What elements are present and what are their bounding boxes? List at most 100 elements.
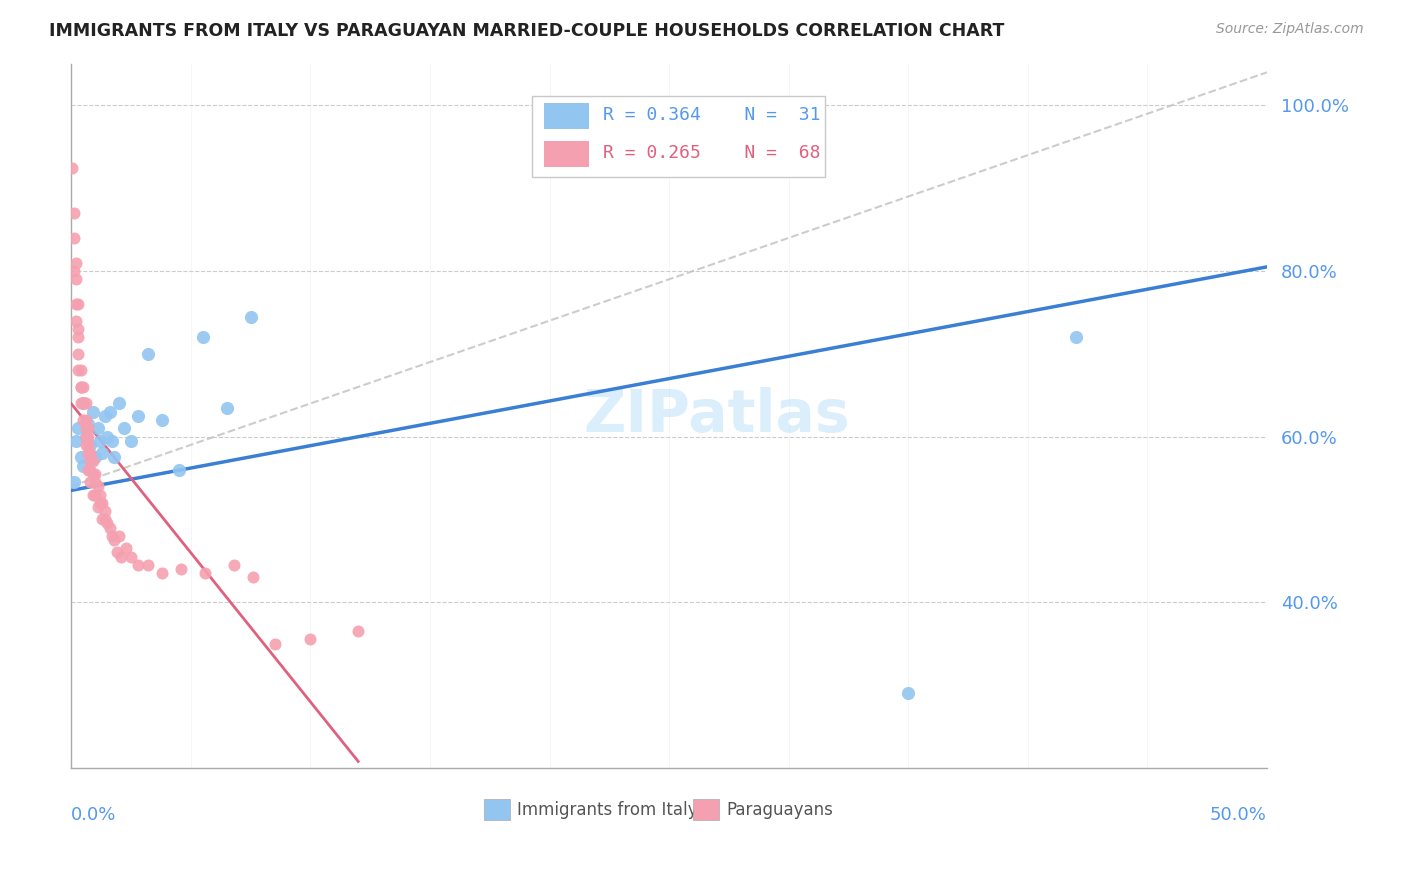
Point — [84, 487, 107, 501]
Point — [72, 396, 94, 410]
Point — [77, 421, 100, 435]
Point — [69, 380, 91, 394]
Text: R = 0.364    N =  31: R = 0.364 N = 31 — [603, 106, 821, 124]
FancyBboxPatch shape — [531, 95, 824, 177]
Bar — [484, 799, 510, 821]
Point — [150, 566, 173, 581]
Point — [72, 396, 94, 410]
Point — [112, 421, 135, 435]
Point — [89, 434, 111, 448]
Point — [84, 450, 107, 465]
Point — [77, 463, 100, 477]
Point — [65, 314, 87, 328]
Point — [72, 380, 94, 394]
Point — [62, 161, 84, 175]
Point — [103, 533, 125, 547]
Point — [98, 521, 121, 535]
Point — [79, 463, 101, 477]
Point — [77, 446, 100, 460]
Point — [72, 413, 94, 427]
Point — [108, 529, 131, 543]
Bar — [693, 799, 720, 821]
Point — [77, 429, 100, 443]
Point — [93, 504, 115, 518]
Bar — [544, 103, 589, 129]
Point — [89, 487, 111, 501]
Point — [170, 562, 193, 576]
Point — [69, 380, 91, 394]
Point — [62, 264, 84, 278]
Point — [108, 396, 131, 410]
Point — [110, 549, 132, 564]
Point — [86, 421, 108, 435]
Point — [194, 566, 217, 581]
Point — [75, 396, 97, 410]
Point — [103, 450, 125, 465]
Point — [62, 475, 84, 489]
Point — [101, 434, 124, 448]
Point — [67, 297, 90, 311]
Point — [79, 475, 101, 489]
Point — [62, 231, 84, 245]
Point — [127, 409, 149, 423]
Point — [67, 347, 90, 361]
Text: ZIPatlas: ZIPatlas — [583, 387, 851, 444]
Point — [239, 310, 262, 324]
Bar — [544, 141, 589, 168]
Point — [120, 549, 142, 564]
Point — [79, 454, 101, 468]
Text: 0.0%: 0.0% — [72, 806, 117, 824]
Point — [77, 417, 100, 432]
Point — [77, 438, 100, 452]
Point — [72, 396, 94, 410]
Point — [69, 396, 91, 410]
Point — [222, 558, 245, 572]
Point — [67, 322, 90, 336]
Point — [65, 256, 87, 270]
Point — [82, 405, 104, 419]
Point — [96, 429, 118, 443]
Point — [75, 421, 97, 435]
Point — [86, 479, 108, 493]
Point — [72, 458, 94, 473]
Point — [65, 297, 87, 311]
Text: R = 0.265    N =  68: R = 0.265 N = 68 — [603, 145, 821, 162]
Text: Paraguayans: Paraguayans — [727, 801, 834, 819]
Point — [242, 570, 264, 584]
Point — [347, 624, 370, 639]
Point — [79, 438, 101, 452]
Point — [69, 450, 91, 465]
Point — [67, 330, 90, 344]
Point — [86, 500, 108, 514]
Point — [62, 206, 84, 220]
Text: Immigrants from Italy: Immigrants from Italy — [517, 801, 697, 819]
Point — [1064, 330, 1087, 344]
Point — [91, 446, 114, 460]
Point — [91, 496, 114, 510]
Point — [82, 454, 104, 468]
Point — [75, 413, 97, 427]
Point — [93, 512, 115, 526]
Point — [84, 467, 107, 481]
Point — [115, 541, 138, 556]
Point — [127, 558, 149, 572]
Point — [75, 438, 97, 452]
Point — [263, 636, 285, 650]
Point — [150, 413, 173, 427]
Text: Source: ZipAtlas.com: Source: ZipAtlas.com — [1216, 22, 1364, 37]
Point — [91, 512, 114, 526]
Point — [136, 558, 159, 572]
Point — [98, 405, 121, 419]
Point — [299, 632, 322, 647]
Point — [65, 434, 87, 448]
Point — [69, 363, 91, 377]
Point — [75, 429, 97, 443]
Point — [67, 421, 90, 435]
Point — [65, 272, 87, 286]
Point — [191, 330, 214, 344]
Point — [82, 487, 104, 501]
Point — [897, 686, 920, 700]
Point — [89, 496, 111, 510]
Point — [67, 363, 90, 377]
Point — [136, 347, 159, 361]
